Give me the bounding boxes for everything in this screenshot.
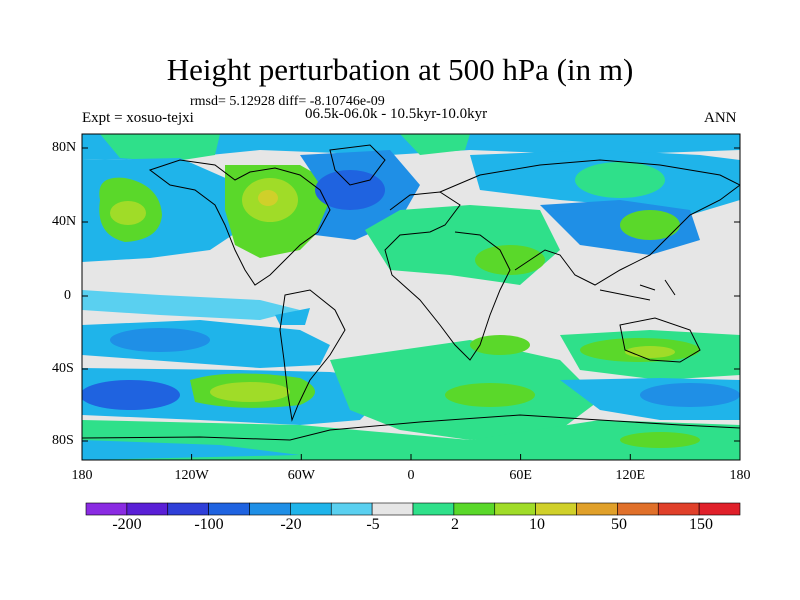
south-pacific-core bbox=[110, 328, 210, 352]
lon-label-120e: 120E bbox=[615, 468, 646, 483]
lat-ticks bbox=[82, 147, 740, 442]
north-america-max bbox=[258, 190, 278, 206]
lon-ticks bbox=[81, 454, 741, 460]
maritime-continent-coast bbox=[599, 279, 676, 301]
colorbar-box bbox=[494, 502, 536, 516]
plot-title: Height perturbation at 500 hPa (in m) bbox=[166, 52, 634, 87]
colorbar-box bbox=[412, 502, 455, 516]
arctic-green-patch bbox=[100, 134, 220, 162]
colorbar-box bbox=[85, 502, 128, 516]
colorbar-box bbox=[167, 502, 209, 516]
southern-ocean-deep-core bbox=[82, 380, 180, 410]
lon-label-60w: 60W bbox=[287, 468, 315, 483]
colorbar-box bbox=[126, 502, 169, 516]
tropical-pacific-band bbox=[82, 290, 300, 320]
lat-label-eq: 0 bbox=[64, 288, 71, 303]
antarctic-blue-patch bbox=[82, 440, 300, 460]
north-america-coast bbox=[148, 159, 331, 286]
colorbar-box bbox=[657, 502, 700, 516]
colorbar-label-8: 150 bbox=[689, 516, 713, 533]
north-atlantic-core bbox=[315, 170, 385, 210]
lat-label-80n: 80N bbox=[52, 140, 77, 155]
colorbar-box bbox=[698, 502, 741, 516]
greenland-coast bbox=[329, 144, 386, 186]
contour-fill-layer bbox=[82, 134, 740, 460]
colorbar-label-2: -100 bbox=[194, 516, 224, 533]
lat-label-80s: 80S bbox=[52, 433, 74, 448]
lon-label-180w: 180 bbox=[71, 468, 93, 483]
south-america-yellow-core bbox=[210, 382, 290, 402]
colorbar-label-1: -200 bbox=[112, 516, 142, 533]
arctic-green-patch-2 bbox=[400, 134, 470, 155]
antarctic-green-core bbox=[620, 432, 700, 448]
rmsd-diff-stats: rmsd= 5.12928 diff= -8.10746e-09 bbox=[190, 94, 385, 109]
colorbar-box bbox=[290, 502, 332, 516]
lon-label-180e: 180 bbox=[729, 468, 751, 483]
south-america-coast bbox=[279, 289, 346, 422]
southern-indian-core bbox=[640, 383, 740, 407]
north-pacific-yellow-core bbox=[110, 201, 146, 225]
colorbar-box bbox=[249, 502, 291, 516]
asia-coast bbox=[439, 159, 740, 286]
tropical-pacific-patch bbox=[275, 308, 310, 325]
colorbar-label-4: -5 bbox=[366, 516, 380, 533]
colorbar bbox=[85, 502, 741, 516]
season-label: ANN bbox=[704, 110, 737, 126]
lon-label-0: 0 bbox=[407, 468, 415, 483]
colorbar-box bbox=[453, 502, 496, 516]
colorbar-label-6: 10 bbox=[529, 516, 545, 533]
colorbar-box bbox=[330, 502, 373, 516]
australia-max bbox=[625, 346, 675, 358]
lat-label-40s: 40S bbox=[52, 361, 74, 376]
indian-ocean-core bbox=[445, 383, 535, 407]
colorbar-box bbox=[617, 502, 659, 516]
coastlines bbox=[82, 144, 740, 441]
australia-coast bbox=[619, 317, 701, 363]
experiment-label: Expt = xosuo-tejxi bbox=[82, 110, 194, 126]
europe-africa-coast bbox=[384, 191, 511, 361]
colorbar-box bbox=[371, 502, 414, 516]
lon-label-60e: 60E bbox=[509, 468, 532, 483]
colorbar-label-3: -20 bbox=[280, 516, 302, 533]
siberia-green-core bbox=[575, 162, 665, 198]
east-asia-green-core bbox=[620, 210, 680, 240]
colorbar-box bbox=[576, 502, 618, 516]
antarctica-coast bbox=[82, 414, 740, 441]
colorbar-label-7: 50 bbox=[611, 516, 627, 533]
lon-label-120w: 120W bbox=[174, 468, 209, 483]
lat-label-40n: 40N bbox=[52, 214, 77, 229]
colorbar-box bbox=[535, 502, 577, 516]
arabia-core bbox=[475, 245, 545, 275]
south-africa-core bbox=[470, 335, 530, 355]
colorbar-box bbox=[208, 502, 250, 516]
colorbar-label-5: 2 bbox=[451, 516, 459, 533]
period-label: 06.5k-06.0k - 10.5kyr-10.0kyr bbox=[305, 106, 488, 122]
